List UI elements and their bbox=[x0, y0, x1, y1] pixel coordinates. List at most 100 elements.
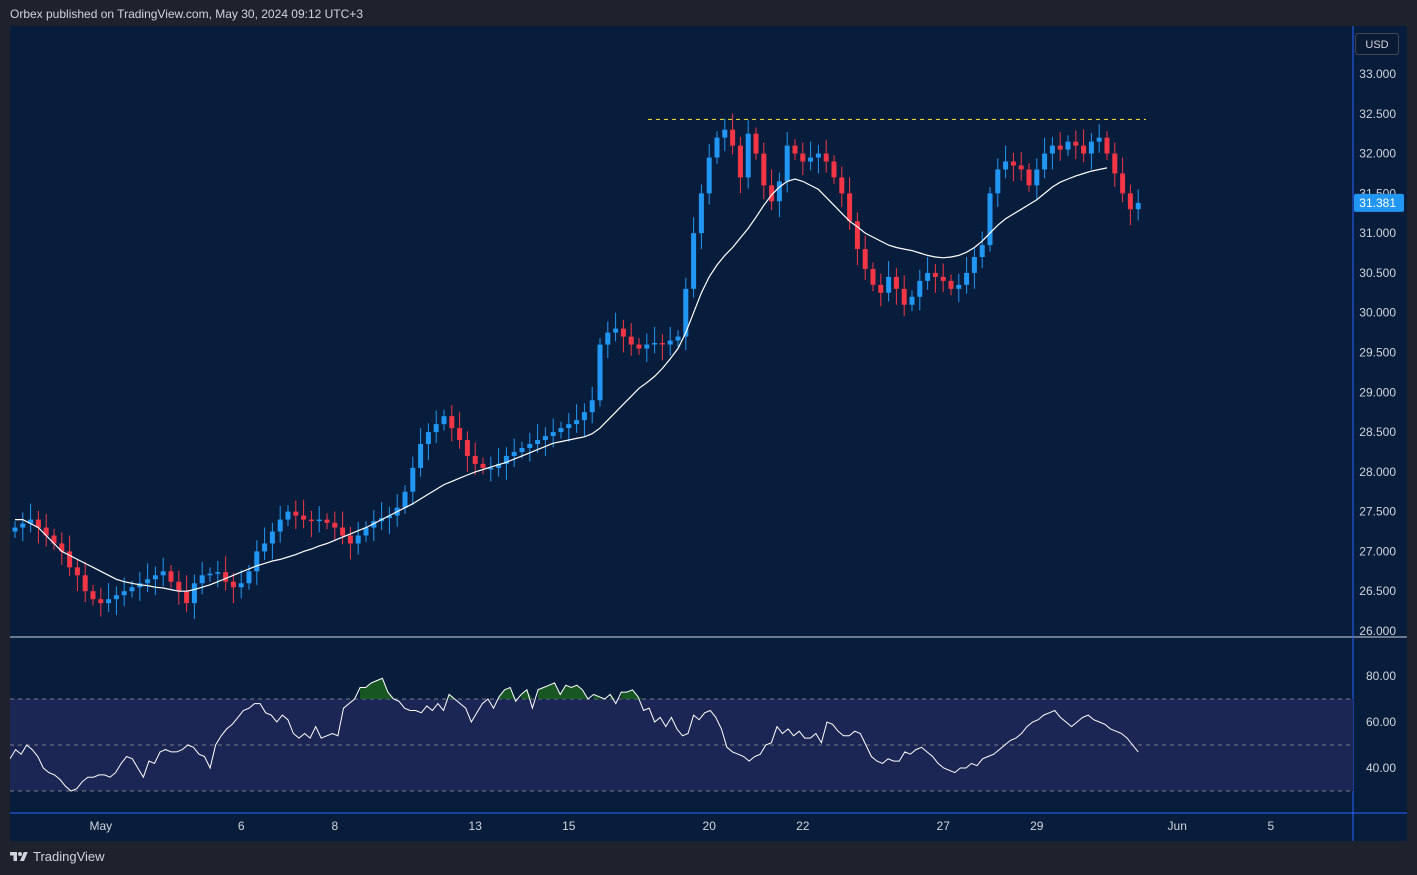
candle-body[interactable] bbox=[371, 521, 377, 528]
candle-body[interactable] bbox=[761, 153, 767, 186]
candle-body[interactable] bbox=[730, 129, 736, 146]
candle-body[interactable] bbox=[176, 581, 182, 592]
candle-body[interactable] bbox=[503, 455, 509, 464]
candle-body[interactable] bbox=[839, 177, 845, 194]
candle-body[interactable] bbox=[1057, 145, 1063, 150]
candle-body[interactable] bbox=[979, 245, 985, 258]
candle-body[interactable] bbox=[815, 153, 821, 158]
candle-body[interactable] bbox=[238, 583, 244, 588]
candle-body[interactable] bbox=[659, 342, 665, 345]
candle-body[interactable] bbox=[613, 328, 619, 333]
candle-body[interactable] bbox=[449, 416, 455, 429]
candle-body[interactable] bbox=[847, 193, 853, 222]
candle-body[interactable] bbox=[113, 595, 119, 600]
candle-body[interactable] bbox=[776, 181, 782, 202]
candle-body[interactable] bbox=[418, 444, 424, 468]
candle-body[interactable] bbox=[254, 551, 260, 572]
candle-body[interactable] bbox=[184, 591, 190, 604]
candle-body[interactable] bbox=[129, 587, 135, 592]
candle-body[interactable] bbox=[1010, 161, 1016, 166]
candle-body[interactable] bbox=[301, 515, 307, 520]
candle-body[interactable] bbox=[652, 342, 658, 345]
candle-body[interactable] bbox=[67, 551, 73, 568]
candle-body[interactable] bbox=[605, 332, 611, 345]
candle-body[interactable] bbox=[1127, 193, 1133, 210]
candle-body[interactable] bbox=[691, 233, 697, 289]
candle-body[interactable] bbox=[324, 519, 330, 523]
candle-body[interactable] bbox=[386, 515, 392, 519]
currency-badge[interactable]: USD bbox=[1355, 33, 1399, 55]
candle-body[interactable] bbox=[191, 583, 197, 604]
candle-body[interactable] bbox=[683, 288, 689, 337]
candle-body[interactable] bbox=[363, 527, 369, 536]
candle-body[interactable] bbox=[1049, 145, 1055, 154]
candle-body[interactable] bbox=[628, 336, 634, 345]
chart-frame[interactable]: 33.000 32.500 32.000 31.500 31.000 30.500 30.0… bbox=[10, 26, 1407, 841]
candle-body[interactable] bbox=[511, 451, 517, 456]
candle-body[interactable] bbox=[1003, 161, 1009, 170]
candle-body[interactable] bbox=[792, 145, 798, 154]
candle-body[interactable] bbox=[706, 157, 712, 194]
candle-body[interactable] bbox=[316, 519, 322, 522]
candle-body[interactable] bbox=[940, 276, 946, 281]
candle-body[interactable] bbox=[808, 157, 814, 162]
candle-body[interactable] bbox=[332, 522, 338, 528]
candle-body[interactable] bbox=[121, 591, 127, 596]
candle-body[interactable] bbox=[106, 599, 112, 604]
price-chart[interactable]: 33.00032.50032.00031.50031.00030.50030.0… bbox=[10, 26, 1407, 841]
candle-body[interactable] bbox=[987, 193, 993, 246]
candle-body[interactable] bbox=[831, 161, 837, 178]
candle-body[interactable] bbox=[1104, 137, 1110, 154]
candle-body[interactable] bbox=[925, 272, 931, 281]
candle-body[interactable] bbox=[932, 272, 938, 277]
candle-body[interactable] bbox=[823, 153, 829, 162]
candle-body[interactable] bbox=[620, 328, 626, 337]
candle-body[interactable] bbox=[971, 257, 977, 273]
candle-body[interactable] bbox=[285, 511, 291, 520]
candle-body[interactable] bbox=[784, 145, 790, 182]
candle-body[interactable] bbox=[917, 280, 923, 297]
candle-body[interactable] bbox=[1065, 141, 1071, 150]
candle-body[interactable] bbox=[901, 288, 907, 305]
candle-body[interactable] bbox=[589, 400, 595, 413]
candle-body[interactable] bbox=[675, 336, 681, 341]
candle-body[interactable] bbox=[854, 221, 860, 250]
candle-body[interactable] bbox=[527, 444, 533, 448]
candle-body[interactable] bbox=[722, 129, 728, 138]
candle-body[interactable] bbox=[714, 137, 720, 158]
candle-body[interactable] bbox=[636, 344, 642, 349]
candle-body[interactable] bbox=[223, 572, 229, 582]
candle-body[interactable] bbox=[1135, 202, 1141, 210]
candle-body[interactable] bbox=[74, 567, 80, 576]
candle-body[interactable] bbox=[262, 543, 268, 552]
candle-body[interactable] bbox=[1018, 165, 1024, 170]
candle-body[interactable] bbox=[488, 467, 494, 470]
candle-body[interactable] bbox=[145, 579, 151, 584]
candle-body[interactable] bbox=[550, 432, 556, 437]
candle-body[interactable] bbox=[43, 527, 49, 536]
candle-body[interactable] bbox=[542, 436, 548, 441]
candle-body[interactable] bbox=[964, 272, 970, 285]
candle-body[interactable] bbox=[59, 543, 65, 552]
candle-body[interactable] bbox=[277, 519, 283, 532]
candle-body[interactable] bbox=[1088, 141, 1094, 154]
candle-body[interactable] bbox=[800, 153, 806, 162]
candle-body[interactable] bbox=[293, 511, 299, 516]
candle-body[interactable] bbox=[82, 575, 88, 592]
candle-body[interactable] bbox=[402, 491, 408, 508]
candle-body[interactable] bbox=[90, 591, 96, 600]
candle-body[interactable] bbox=[1112, 153, 1118, 174]
candle-body[interactable] bbox=[1042, 153, 1048, 170]
candle-body[interactable] bbox=[769, 185, 775, 202]
candle-body[interactable] bbox=[667, 340, 673, 345]
candle-body[interactable] bbox=[12, 527, 18, 532]
candle-body[interactable] bbox=[464, 440, 470, 456]
candle-body[interactable] bbox=[441, 416, 447, 425]
candle-body[interactable] bbox=[308, 519, 314, 522]
candle-body[interactable] bbox=[535, 440, 541, 445]
candle-body[interactable] bbox=[269, 531, 275, 544]
candle-body[interactable] bbox=[457, 428, 463, 441]
candle-body[interactable] bbox=[340, 527, 346, 536]
candle-body[interactable] bbox=[753, 133, 759, 154]
candle-body[interactable] bbox=[870, 268, 876, 285]
